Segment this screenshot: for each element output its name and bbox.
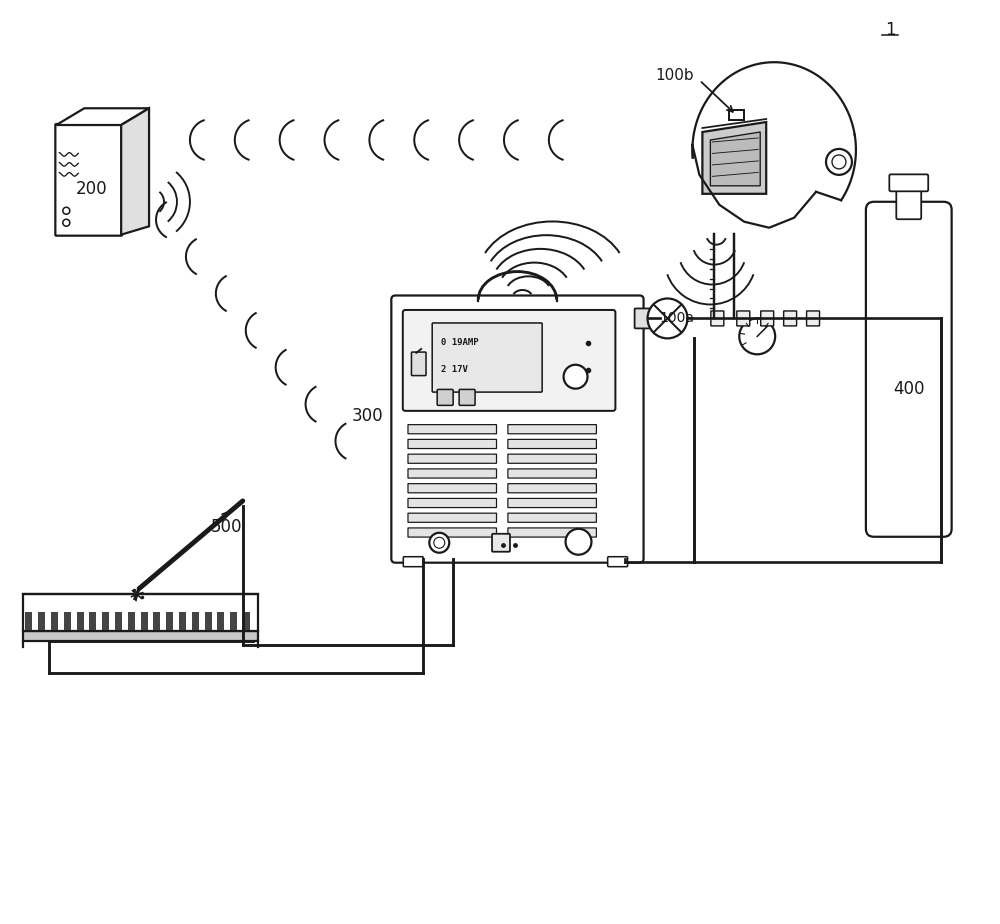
Bar: [23, 593, 258, 631]
FancyBboxPatch shape: [408, 498, 497, 507]
FancyBboxPatch shape: [508, 513, 596, 522]
Polygon shape: [121, 108, 149, 235]
Bar: [102, 612, 109, 630]
Bar: [89, 612, 96, 630]
Bar: [230, 612, 237, 630]
Bar: [166, 612, 173, 630]
FancyBboxPatch shape: [866, 201, 952, 537]
FancyBboxPatch shape: [508, 483, 596, 492]
Bar: [729, 110, 744, 120]
Text: 200: 200: [76, 179, 108, 198]
FancyBboxPatch shape: [807, 311, 820, 326]
Text: 0 19AMP: 0 19AMP: [441, 338, 479, 347]
Bar: [179, 612, 186, 630]
FancyBboxPatch shape: [711, 311, 724, 326]
FancyBboxPatch shape: [508, 425, 596, 433]
FancyBboxPatch shape: [492, 534, 510, 552]
Text: 500: 500: [211, 517, 242, 536]
Text: 300: 300: [352, 407, 383, 425]
FancyBboxPatch shape: [889, 175, 928, 191]
FancyBboxPatch shape: [459, 389, 475, 406]
Circle shape: [429, 533, 449, 553]
FancyBboxPatch shape: [408, 440, 497, 448]
Circle shape: [564, 365, 588, 389]
FancyBboxPatch shape: [408, 468, 497, 478]
FancyBboxPatch shape: [437, 389, 453, 406]
Bar: [64, 612, 71, 630]
Text: 2 17V: 2 17V: [441, 365, 468, 374]
Bar: [23, 631, 258, 641]
Bar: [205, 612, 212, 630]
Polygon shape: [710, 132, 760, 186]
Bar: [217, 612, 224, 630]
FancyBboxPatch shape: [784, 311, 797, 326]
FancyBboxPatch shape: [608, 557, 628, 566]
Circle shape: [648, 298, 687, 338]
Bar: [51, 612, 58, 630]
Circle shape: [63, 207, 70, 214]
Bar: [77, 612, 84, 630]
FancyBboxPatch shape: [508, 454, 596, 463]
Circle shape: [63, 219, 70, 226]
FancyBboxPatch shape: [508, 528, 596, 537]
FancyBboxPatch shape: [408, 454, 497, 463]
FancyBboxPatch shape: [391, 296, 644, 563]
FancyBboxPatch shape: [408, 483, 497, 492]
FancyBboxPatch shape: [761, 311, 774, 326]
Polygon shape: [702, 122, 766, 194]
Circle shape: [832, 155, 846, 169]
FancyBboxPatch shape: [403, 557, 423, 566]
FancyBboxPatch shape: [508, 498, 596, 507]
FancyBboxPatch shape: [55, 124, 122, 236]
FancyBboxPatch shape: [432, 323, 542, 392]
Circle shape: [434, 537, 445, 548]
Text: 400: 400: [893, 380, 925, 398]
FancyBboxPatch shape: [408, 513, 497, 522]
FancyBboxPatch shape: [737, 311, 750, 326]
Bar: [25, 612, 32, 630]
FancyBboxPatch shape: [896, 184, 921, 219]
FancyBboxPatch shape: [508, 440, 596, 448]
Text: 100a: 100a: [660, 311, 695, 325]
FancyBboxPatch shape: [508, 468, 596, 478]
FancyBboxPatch shape: [411, 352, 426, 375]
Circle shape: [739, 319, 775, 354]
FancyBboxPatch shape: [403, 310, 615, 411]
Text: 100b: 100b: [656, 67, 694, 82]
Bar: [38, 612, 45, 630]
FancyBboxPatch shape: [408, 425, 497, 433]
Bar: [141, 612, 148, 630]
Text: 1: 1: [886, 21, 896, 40]
Bar: [243, 612, 250, 630]
Bar: [115, 612, 122, 630]
FancyBboxPatch shape: [635, 309, 657, 328]
Bar: [153, 612, 160, 630]
Circle shape: [826, 149, 852, 175]
Bar: [192, 612, 199, 630]
Circle shape: [566, 529, 591, 554]
Bar: [128, 612, 135, 630]
Polygon shape: [56, 108, 149, 125]
FancyBboxPatch shape: [408, 528, 497, 537]
